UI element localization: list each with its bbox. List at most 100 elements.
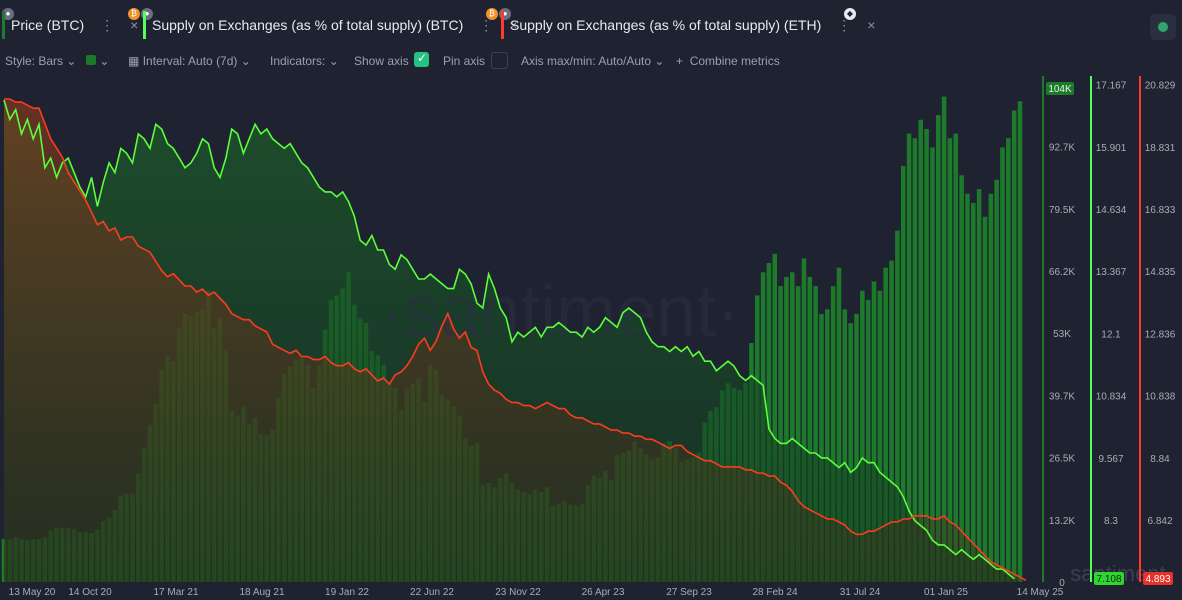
combine-metrics-button[interactable]: + Combine metrics (676, 54, 780, 68)
price-bar (860, 290, 865, 582)
tab-price-btc[interactable]: Price (BTC) ⋮ × (2, 10, 138, 40)
axis-maxmin-select[interactable]: Axis max/min: Auto/Auto ⌄ (521, 54, 665, 68)
price-bar (778, 286, 783, 582)
bitcoin-icon: ₿ (486, 8, 498, 20)
current-value-badge (1094, 572, 1124, 585)
eth-tick-label: 14.835 (1145, 267, 1176, 278)
eth-tick-label: 18.831 (1145, 143, 1176, 154)
pin-axis-checkbox[interactable] (491, 52, 508, 69)
series-color-swatch (143, 11, 146, 39)
btc-tick-label: 14.634 (1096, 205, 1127, 216)
tab-btc-supply[interactable]: Supply on Exchanges (as % of total suppl… (143, 10, 517, 40)
price-bar (871, 281, 877, 582)
btc-tick-label: 17.167 (1096, 81, 1127, 92)
x-tick-label: 19 Jan 22 (325, 587, 369, 598)
price-tick-label: 39.7K (1049, 391, 1075, 402)
price-tick-label: 13.2K (1049, 516, 1075, 527)
price-tick-label: 0 (1059, 578, 1065, 589)
lock-icon: ● (2, 8, 14, 20)
btc-tick-label: 10.834 (1096, 392, 1127, 403)
more-options-icon[interactable]: ⋮ (100, 16, 115, 33)
btc-tick-label: 12.1 (1101, 329, 1121, 340)
x-tick-label: 14 Oct 20 (68, 587, 112, 598)
price-tick-label: 26.5K (1049, 454, 1075, 465)
price-tick-label: 66.2K (1049, 267, 1075, 278)
more-options-icon[interactable]: ⋮ (837, 16, 852, 33)
close-icon[interactable]: × (867, 17, 876, 33)
current-value-badge (1046, 82, 1074, 95)
calendar-icon: ▦ (128, 54, 140, 68)
price-bar (976, 189, 982, 582)
current-value-label: 104K (1048, 84, 1072, 95)
chart-toolbar: Style: Bars ⌄ ⌄ ▦ Interval: Auto (7d) ⌄ … (0, 48, 1182, 74)
price-bar (854, 313, 859, 582)
tab-label: Price (BTC) (11, 17, 85, 33)
eth-tick-label: 10.838 (1145, 392, 1176, 403)
series-color-swatch (501, 11, 504, 39)
price-bar (988, 193, 994, 582)
price-bar (994, 179, 999, 582)
price-bar (795, 286, 801, 582)
color-select[interactable]: ⌄ (86, 54, 109, 68)
tab-label: Supply on Exchanges (as % of total suppl… (152, 17, 464, 33)
x-tick-label: 27 Sep 23 (666, 587, 712, 598)
price-bar (953, 133, 959, 583)
price-bar (883, 267, 888, 582)
interval-select[interactable]: ▦ Interval: Auto (7d) ⌄ (128, 54, 251, 68)
watermark: ·santiment· (380, 272, 740, 352)
price-bar (930, 147, 935, 583)
price-bar (801, 258, 807, 582)
tab-bar: ● Price (BTC) ⋮ × ₿ ● Supply on Exchange… (0, 0, 1182, 44)
price-bar (813, 286, 818, 582)
price-bar (766, 263, 772, 582)
show-axis-checkbox[interactable]: ✓ (414, 51, 429, 67)
indicators-select[interactable]: Indicators: ⌄ (270, 54, 339, 68)
pin-axis-label: Pin axis (443, 54, 486, 68)
current-value-labels: 104K 7.108 4.893 (1046, 82, 1173, 585)
price-bar (825, 309, 830, 582)
x-tick-label: 14 May 25 (1017, 587, 1064, 598)
price-bar (830, 286, 836, 582)
close-icon[interactable]: × (130, 17, 139, 33)
price-bar (895, 230, 900, 582)
price-bar (784, 276, 789, 582)
btc-supply-axis: 8.3 9.567 10.834 12.1 13.367 14.634 15.901 17.1… (1096, 81, 1127, 527)
style-select[interactable]: Style: Bars ⌄ (5, 54, 77, 68)
price-bar (877, 290, 883, 582)
price-bar (819, 313, 824, 582)
ethereum-icon: ◆ (844, 8, 856, 20)
price-bar (900, 165, 906, 582)
price-bar (1000, 147, 1005, 583)
btc-tick-label: 8.3 (1104, 516, 1118, 527)
btc-tick-label: 13.367 (1096, 267, 1127, 278)
price-bar (889, 260, 894, 582)
price-tick-label: 53K (1053, 329, 1071, 340)
price-bar (865, 300, 871, 582)
price-bar (965, 193, 970, 582)
btc-tick-label: 15.901 (1096, 143, 1127, 154)
current-value-label: 7.108 (1096, 574, 1121, 585)
check-icon: ✓ (417, 51, 428, 65)
price-bar (959, 175, 964, 582)
current-value-badge (1143, 572, 1173, 585)
price-bar (912, 138, 918, 582)
settings-button[interactable] (1150, 14, 1176, 40)
price-bar (906, 133, 912, 583)
btc-tick-label: 9.567 (1098, 454, 1123, 465)
price-bar (790, 272, 795, 582)
more-options-icon[interactable]: ⋮ (479, 16, 494, 33)
price-bar (842, 309, 848, 582)
price-bar (1017, 101, 1023, 582)
close-icon[interactable]: × (509, 17, 518, 33)
price-bar (935, 115, 941, 582)
eth-tick-label: 6.842 (1147, 516, 1172, 527)
x-tick-label: 23 Nov 22 (495, 587, 541, 598)
eth-tick-label: 12.836 (1145, 329, 1176, 340)
tab-eth-supply[interactable]: Supply on Exchanges (as % of total suppl… (501, 10, 875, 40)
eth-supply-line (4, 98, 1027, 582)
price-axis: 0 13.2K 26.5K 39.7K 53K 66.2K 79.5K 92.7K (1049, 143, 1075, 589)
price-bar (971, 202, 976, 582)
x-tick-label: 26 Apr 23 (582, 587, 625, 598)
price-tick-label: 92.7K (1049, 143, 1075, 154)
tab-label: Supply on Exchanges (as % of total suppl… (510, 17, 822, 33)
